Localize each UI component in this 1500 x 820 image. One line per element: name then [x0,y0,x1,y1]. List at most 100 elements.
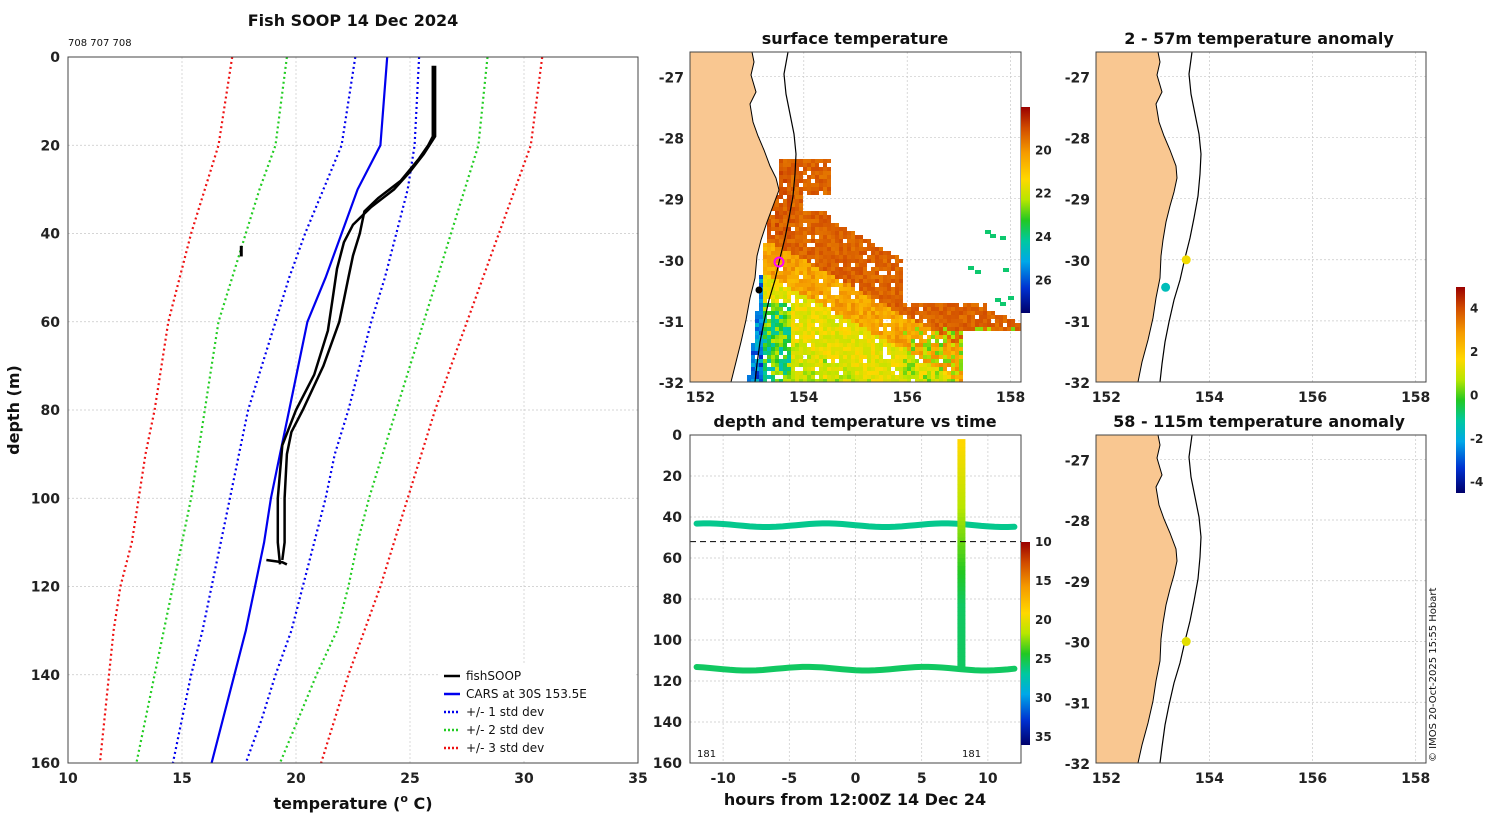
sst-pixel [771,359,775,363]
sst-pixel [919,375,923,379]
sst-pixel [807,307,811,311]
sst-pixel [791,283,795,287]
sst-pixel [819,303,823,307]
sst-pixel [863,247,867,251]
sst-pixel [827,183,831,187]
sst-pixel [843,343,847,347]
sst-pixel [775,363,779,367]
sst-pixel [939,347,943,351]
sst-pixel [811,219,815,223]
sst-pixel [795,299,799,303]
sst-pixel [875,287,879,291]
sst-pixel [799,343,803,347]
sst-pixel [867,323,871,327]
sst-pixel [911,371,915,375]
sst-pixel [835,255,839,259]
sst-pixel [795,371,799,375]
sst-pixel [859,375,863,379]
sst-pixel [915,319,919,323]
sst-pixel [787,271,791,275]
sst-pixel [779,363,783,367]
sst-pixel [847,239,851,243]
sst-pixel [883,323,887,327]
sst-pixel [859,295,863,299]
sst-pixel [779,211,783,215]
sst-pixel [771,335,775,339]
sst-pixel [795,283,799,287]
sst-pixel [955,343,959,347]
sst-pixel [795,219,799,223]
sst-pixel [947,375,951,379]
sst-pixel [763,363,767,367]
sst-pixel [887,351,891,355]
sst-pixel [939,343,943,347]
sst-pixel [807,351,811,355]
sst-pixel [775,315,779,319]
sst-pixel [859,247,863,251]
sst-pixel [835,223,839,227]
sst-pixel [847,355,851,359]
sst-pixel [803,267,807,271]
sst-pixel [751,375,755,379]
sst-pixel [887,267,891,271]
time-colorbar-tick-label: 25 [1035,652,1052,666]
sst-pixel [827,255,831,259]
sst-pixel [819,271,823,275]
sst-pixel [867,247,871,251]
sst-pixel [943,323,947,327]
sst-pixel [999,323,1003,327]
sst-pixel [839,311,843,315]
sst-pixel [795,355,799,359]
sst-pixel [831,323,835,327]
sst-pixel [867,339,871,343]
sst-pixel [787,283,791,287]
sst-pixel [827,263,831,267]
sst-pixel [811,251,815,255]
sst-pixel [787,199,791,203]
sst-pixel [787,159,791,163]
sst-pixel [819,307,823,311]
sst-pixel [759,307,763,311]
sst-pixel [811,375,815,379]
sst-pixel [879,287,883,291]
sst-pixel [839,367,843,371]
sst-pixel [871,335,875,339]
sst-pixel [939,303,943,307]
sst-pixel [759,279,763,283]
sst-pixel [959,311,963,315]
sst-pixel [863,351,867,355]
sst-pixel [963,327,967,331]
sst-pixel [907,371,911,375]
sst-pixel [839,235,843,239]
sst-pixel [867,375,871,379]
sst-pixel [795,159,799,163]
sst-pixel [923,371,927,375]
sst-pixel [955,331,959,335]
time-panel-cast-segment [957,607,966,612]
anomaly-bottom-ytick-label: -27 [1065,453,1090,469]
sst-pixel [879,371,883,375]
sst-pixel [791,235,795,239]
sst-pixel [847,279,851,283]
sst-pixel [831,299,835,303]
sst-pixel [863,335,867,339]
sst-pixel [807,355,811,359]
sst-pixel [795,187,799,191]
sst-pixel [871,251,875,255]
sst-pixel [787,295,791,299]
sst-pixel [763,283,767,287]
profile-std2-low-line [135,56,288,764]
time-panel-cast-segment [957,594,966,600]
sst-pixel [843,359,847,363]
anomaly-top-ticks: 152 154 156 158-27-28-29-30-31-32 [1065,70,1431,406]
time-panel-cast-segment [957,627,966,633]
sst-pixel [831,347,835,351]
sst-pixel [779,179,783,183]
sst-pixel [979,315,983,319]
sst-pixel [899,379,903,382]
sst-pixel [755,347,759,351]
sst-pixel [915,331,919,335]
sst-pixel [859,363,863,367]
sst-pixel [839,323,843,327]
sst-pixel [767,231,771,235]
